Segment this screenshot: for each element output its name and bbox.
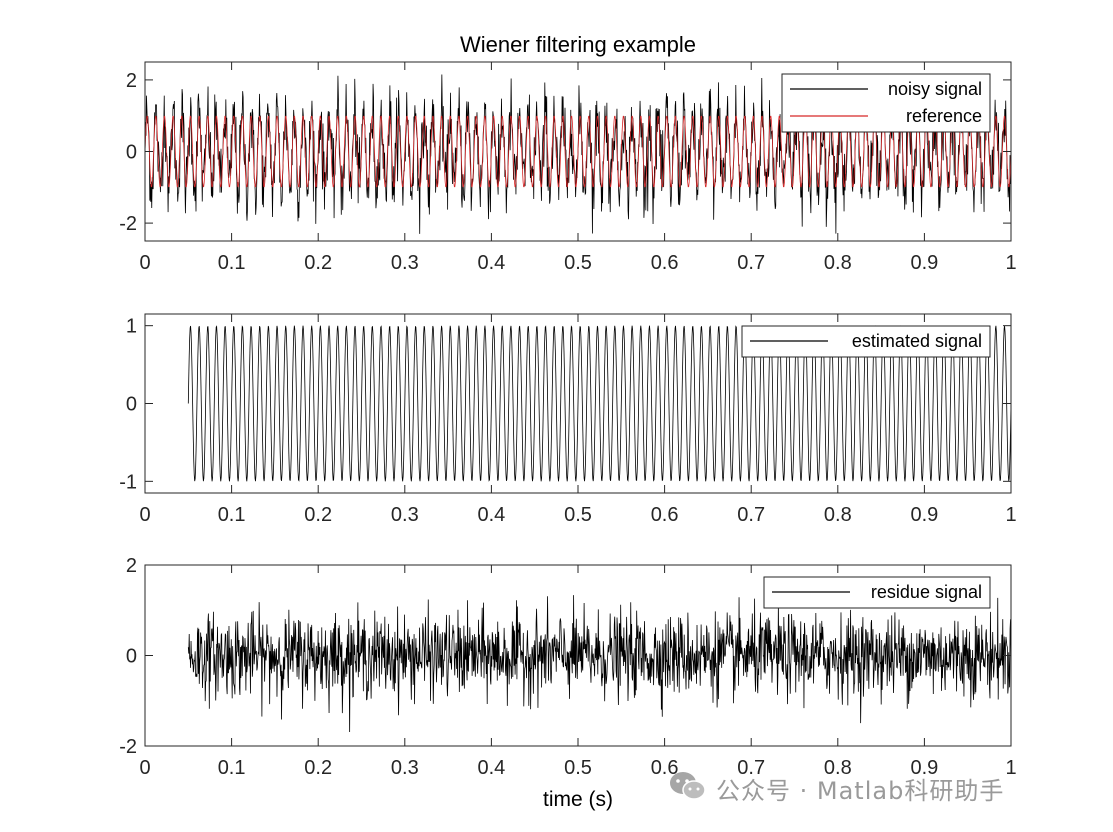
x-tick-label: 0.1 <box>218 757 246 779</box>
y-tick-label: -1 <box>119 471 137 493</box>
y-tick-label: 0 <box>126 646 137 668</box>
x-tick-label: 0.9 <box>910 757 938 779</box>
wechat-icon <box>668 769 708 808</box>
x-tick-label: 0.9 <box>910 252 938 274</box>
y-tick-label: -2 <box>119 213 137 235</box>
x-tick-label: 0.7 <box>737 504 765 526</box>
x-tick-label: 0 <box>139 757 150 779</box>
x-tick-label: 0.1 <box>218 504 246 526</box>
x-tick-label: 0.4 <box>477 757 505 779</box>
x-tick-label: 0.4 <box>477 252 505 274</box>
x-tick-label: 0.6 <box>651 757 679 779</box>
x-tick-label: 0 <box>139 252 150 274</box>
watermark-text: 公众号 · Matlab科研助手 <box>716 776 1005 805</box>
x-tick-label: 1 <box>1005 504 1016 526</box>
x-axis-label: time (s) <box>543 788 613 811</box>
x-tick-label: 0.5 <box>564 757 592 779</box>
x-tick-label: 0.3 <box>391 757 419 779</box>
legend-label: residue signal <box>871 582 982 602</box>
x-tick-label: 1 <box>1005 757 1016 779</box>
x-tick-label: 0.7 <box>737 757 765 779</box>
legend: estimated signal <box>741 325 991 358</box>
legend-label: noisy signal <box>888 79 982 99</box>
x-tick-label: 0.5 <box>564 504 592 526</box>
x-tick-label: 0.8 <box>824 252 852 274</box>
x-tick-label: 0.5 <box>564 252 592 274</box>
x-tick-label: 0.3 <box>391 252 419 274</box>
legend-label: reference <box>906 106 982 126</box>
x-tick-label: 0.6 <box>651 504 679 526</box>
x-tick-label: 0.1 <box>218 252 246 274</box>
subplot-estimated-signal: 0 0.1 0.2 0.3 0.4 0.5 0.6 0.7 0.8 0.9 1-101estimat… <box>119 313 1017 526</box>
series-line-residue-signal <box>187 595 1011 733</box>
subplot-noisy-signal: 0 0.1 0.2 0.3 0.4 0.5 0.6 0.7 0.8 0.9 1-202Wiener … <box>119 32 1016 274</box>
x-tick-label: 0.4 <box>477 504 505 526</box>
y-tick-label: -2 <box>119 736 137 758</box>
x-tick-label: 0.3 <box>391 504 419 526</box>
y-tick-label: 1 <box>126 316 137 338</box>
y-tick-label: 2 <box>126 70 137 92</box>
x-tick-label: 0.8 <box>824 757 852 779</box>
y-tick-label: 0 <box>126 394 137 416</box>
y-tick-label: 2 <box>126 555 137 577</box>
x-tick-label: 0.8 <box>824 504 852 526</box>
y-tick-label: 0 <box>126 142 137 164</box>
x-tick-label: 0.2 <box>304 757 332 779</box>
x-tick-label: 0.2 <box>304 252 332 274</box>
legend-label: estimated signal <box>852 331 982 351</box>
x-tick-label: 0 <box>139 504 150 526</box>
x-tick-label: 0.7 <box>737 252 765 274</box>
x-tick-label: 0.9 <box>910 504 938 526</box>
chart-title: Wiener filtering example <box>460 32 696 57</box>
x-tick-label: 0.2 <box>304 504 332 526</box>
legend: noisy signal reference <box>781 73 991 133</box>
watermark: 公众号 · Matlab科研助手 <box>668 768 1004 808</box>
x-tick-label: 0.6 <box>651 252 679 274</box>
x-tick-label: 1 <box>1005 252 1016 274</box>
legend: residue signal <box>763 576 991 609</box>
